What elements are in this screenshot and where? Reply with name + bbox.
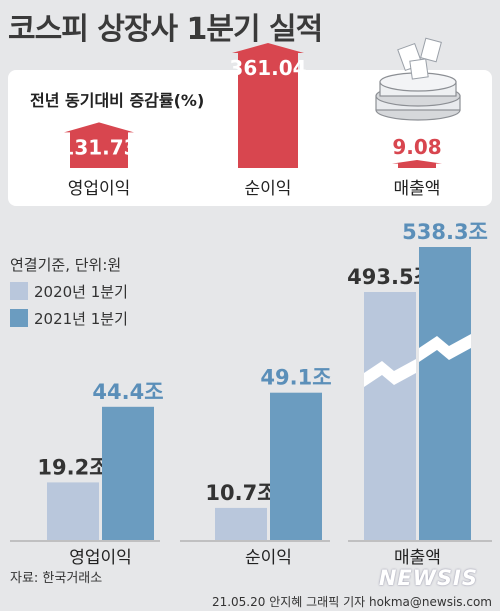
bar-value-label: 44.4조 <box>92 380 163 404</box>
legend-note: 연결기준, 단위:원 <box>10 256 121 274</box>
growth-category-label: 영업이익 <box>68 179 131 199</box>
legend-label-2021: 2021년 1분기 <box>34 310 128 328</box>
bar-2-0 <box>364 292 416 540</box>
newsis-logo: NEWSIS <box>378 566 478 590</box>
bar-value-label: 538.3조 <box>402 220 488 244</box>
growth-arrow-2 <box>392 160 442 168</box>
axis-break-mark <box>419 334 471 362</box>
category-label: 영업이익 <box>69 548 132 568</box>
growth-value-label: 131.73 <box>60 135 137 159</box>
bar-value-label: 19.2조 <box>37 455 108 479</box>
growth-bars: 131.73 영업이익 361.04 순이익 9.08 매출액 <box>60 43 442 199</box>
legend-swatch-2020 <box>10 282 28 300</box>
bar-value-label: 49.1조 <box>260 366 331 390</box>
growth-category-label: 매출액 <box>394 179 441 199</box>
bar-value-label: 493.5조 <box>347 265 433 289</box>
chart-title: 코스피 상장사 1분기 실적 <box>8 12 323 47</box>
category-label: 순이익 <box>245 548 292 568</box>
bar-1-0 <box>215 507 267 540</box>
growth-value-label: 9.08 <box>392 135 441 159</box>
growth-arrow-1 <box>232 43 304 168</box>
bar-2-1 <box>419 247 471 540</box>
legend-label-2020: 2020년 1분기 <box>34 283 128 301</box>
bar-0-1 <box>102 406 154 540</box>
growth-value-label: 361.04 <box>229 56 306 80</box>
category-label: 매출액 <box>394 548 441 568</box>
legend-swatch-2021 <box>10 309 28 327</box>
banknote-stack-icon <box>375 37 461 121</box>
axis-break-mark <box>364 359 416 387</box>
growth-category-label: 순이익 <box>245 179 292 199</box>
growth-panel-heading: 전년 동기대비 증감률(%) <box>30 91 204 110</box>
source-note: 자료: 한국거래소 <box>10 571 103 586</box>
growth-arrow-0 <box>64 122 134 168</box>
bar-0-0 <box>47 482 99 540</box>
bar-1-1 <box>270 392 322 540</box>
credit-line: 21.05.20 안지혜 그래픽 기자 hokma@newsis.com <box>211 595 492 609</box>
bar-value-label: 10.7조 <box>205 481 276 505</box>
